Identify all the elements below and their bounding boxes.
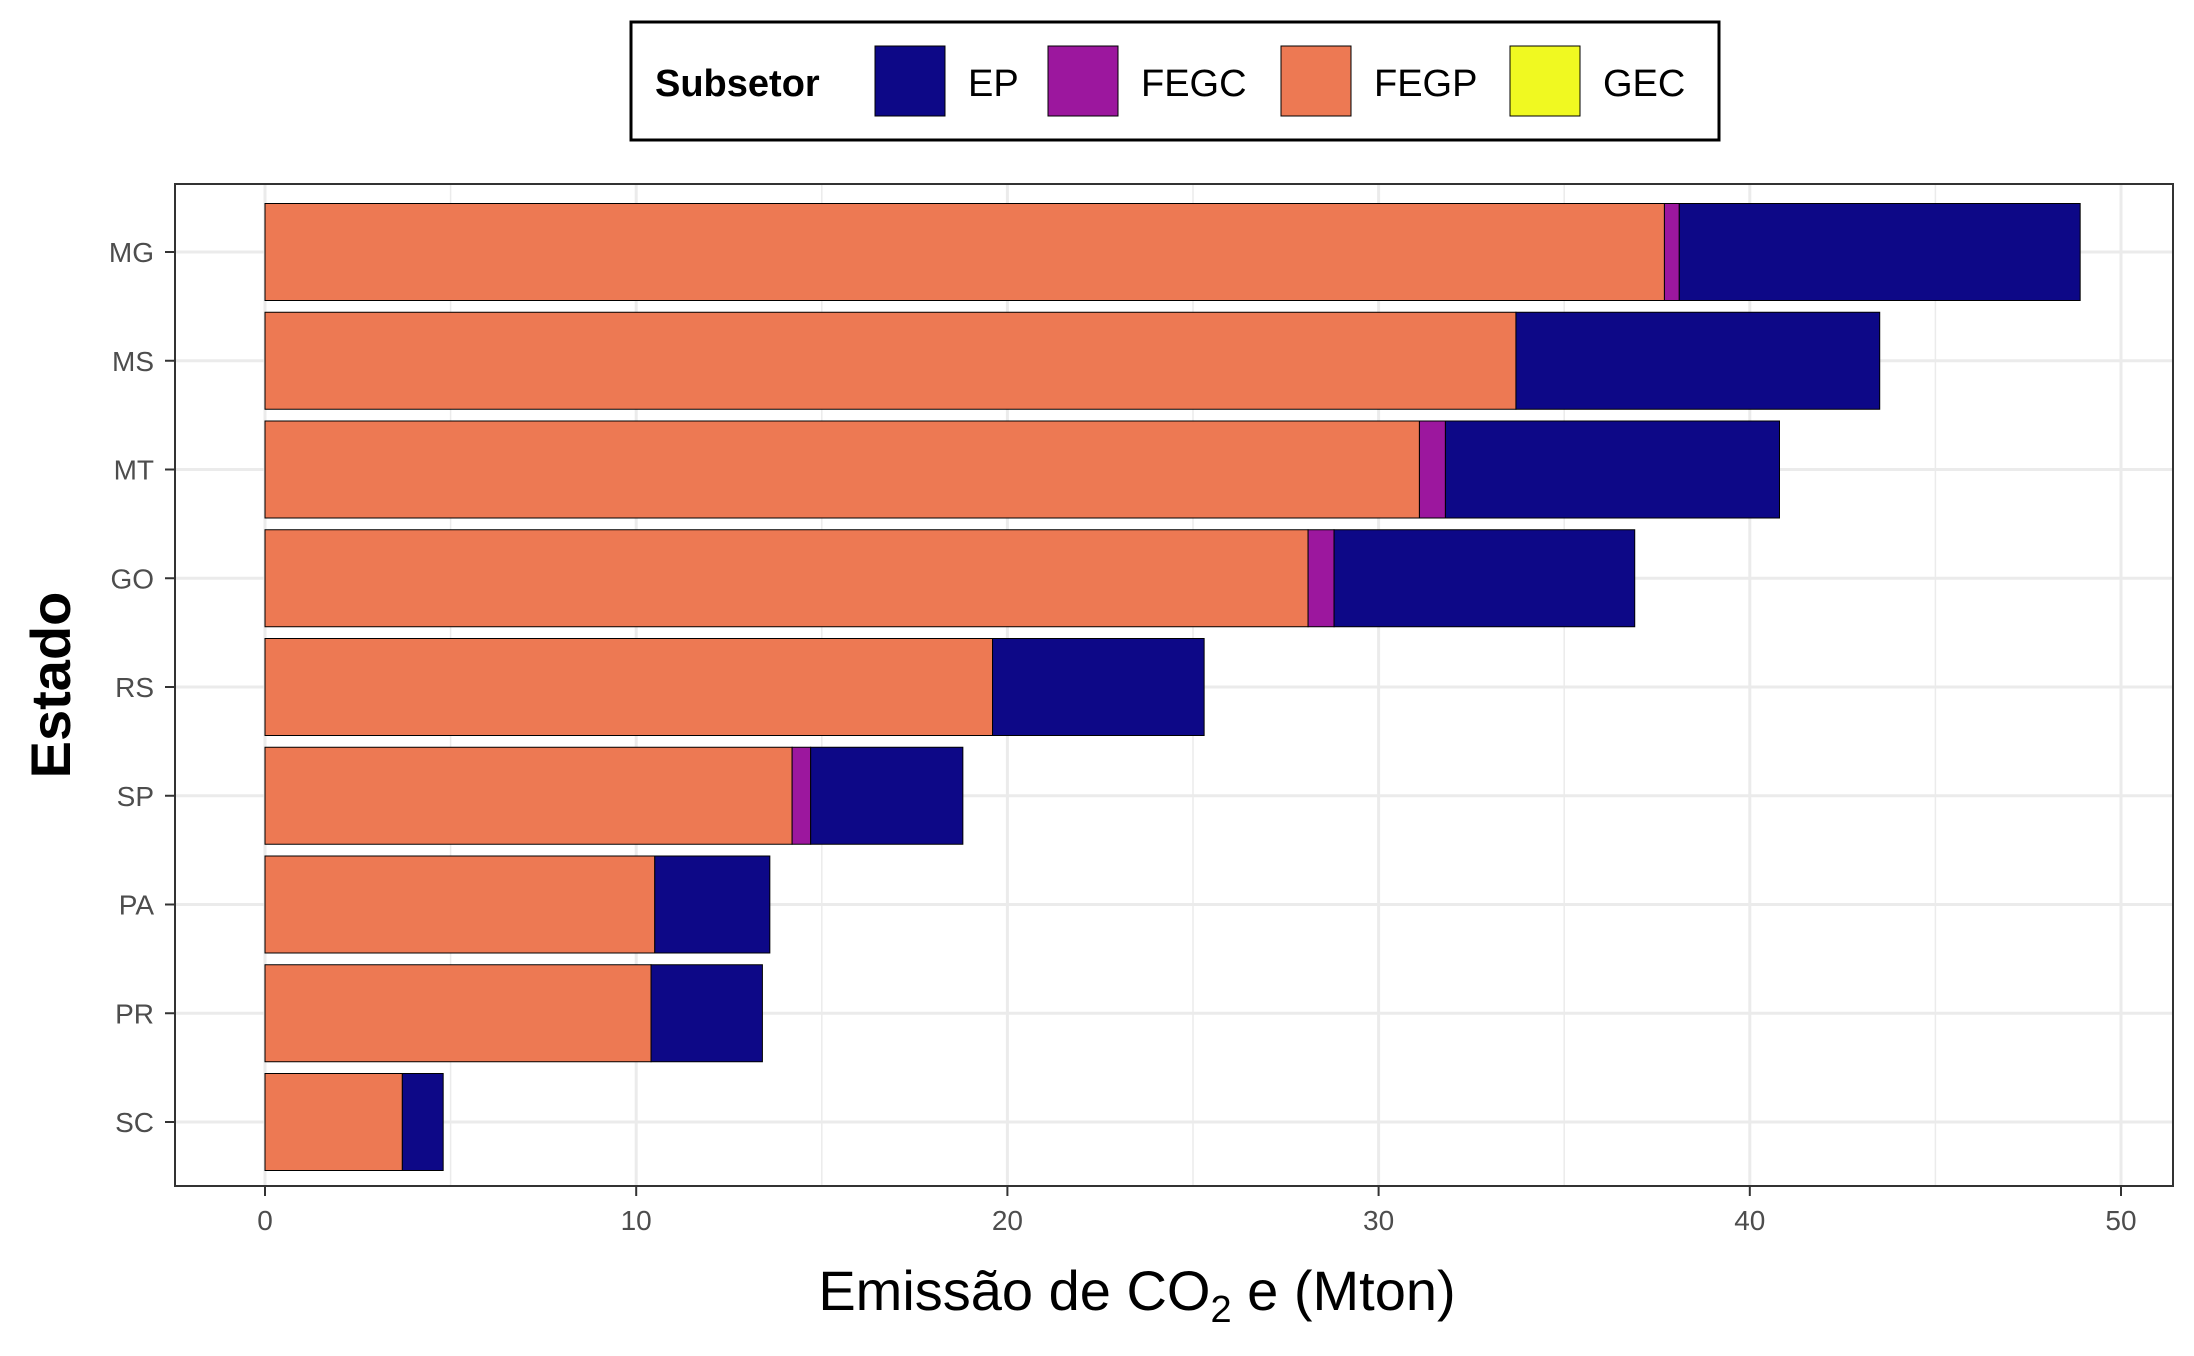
legend-label-fegp: FEGP — [1374, 63, 1477, 105]
bar-ep-sp — [810, 746, 964, 845]
legend-items: EP FEGC FEGP GEC — [874, 45, 1685, 117]
legend-title: Subsetor — [655, 63, 820, 105]
plot-border — [174, 183, 2174, 1187]
legend: Subsetor EP FEGC FEGP GEC — [629, 20, 1721, 142]
bar-fegp-mg — [264, 203, 1665, 301]
bar-fegp-ms — [264, 311, 1517, 410]
y-tick-label: SP — [117, 781, 154, 812]
legend-key-ep — [874, 45, 946, 117]
x-tick-label: 10 — [621, 1205, 652, 1236]
bar-ep-sc — [401, 1073, 444, 1171]
bar-ep-pa — [654, 855, 771, 954]
y-axis-title: Estado — [19, 592, 82, 779]
legend-label-gec: GEC — [1603, 63, 1685, 105]
y-tick-label: SC — [115, 1107, 154, 1138]
bar-ep-mt — [1444, 420, 1780, 519]
bar-fegc-go — [1307, 529, 1335, 628]
x-axis-title-tail: e (Mton) — [1232, 1259, 1456, 1322]
bar-fegp-rs — [264, 638, 994, 736]
x-tick-label: 0 — [257, 1205, 273, 1236]
bar-ep-go — [1333, 529, 1636, 628]
legend-key-fegp — [1280, 45, 1352, 117]
bar-fegp-sc — [264, 1073, 403, 1171]
y-tick-label: PR — [115, 998, 154, 1029]
x-tick-label: 40 — [1734, 1205, 1765, 1236]
bar-fegc-sp — [791, 746, 812, 845]
bar-fegp-pr — [264, 964, 652, 1063]
x-tick-label: 20 — [992, 1205, 1023, 1236]
bar-fegc-mg — [1663, 203, 1680, 301]
y-tick-label: MT — [114, 455, 154, 486]
bar-ep-rs — [992, 638, 1205, 736]
y-tick-label: PA — [119, 890, 155, 921]
x-tick-label: 30 — [1363, 1205, 1394, 1236]
x-axis-title: Emissão de CO2 e (Mton) — [818, 1259, 1455, 1331]
y-tick-label: MS — [112, 346, 154, 377]
legend-label-ep: EP — [968, 63, 1019, 105]
y-tick-label: MG — [109, 237, 154, 268]
bars — [264, 203, 2081, 1171]
bar-fegp-go — [264, 529, 1309, 628]
legend-key-fegc — [1047, 45, 1119, 117]
x-axis-title-main: Emissão de CO — [818, 1259, 1210, 1322]
bar-fegp-mt — [264, 420, 1420, 519]
bar-ep-ms — [1515, 311, 1881, 410]
x-axis: 0 10 20 30 40 50 — [257, 1186, 2137, 1236]
legend-label-fegc: FEGC — [1141, 63, 1247, 105]
legend-key-gec — [1509, 45, 1581, 117]
x-tick-label: 50 — [2105, 1205, 2136, 1236]
bar-ep-pr — [650, 964, 763, 1063]
y-tick-label: GO — [110, 563, 154, 594]
y-axis: MG MS MT GO RS SP PA PR SC — [109, 237, 175, 1138]
x-axis-title-subscript: 2 — [1210, 1289, 1231, 1331]
bar-fegp-pa — [264, 855, 656, 954]
bar-ep-mg — [1678, 203, 2081, 301]
bar-fegp-sp — [264, 746, 793, 845]
bar-fegc-mt — [1418, 420, 1446, 519]
y-tick-label: RS — [115, 672, 154, 703]
